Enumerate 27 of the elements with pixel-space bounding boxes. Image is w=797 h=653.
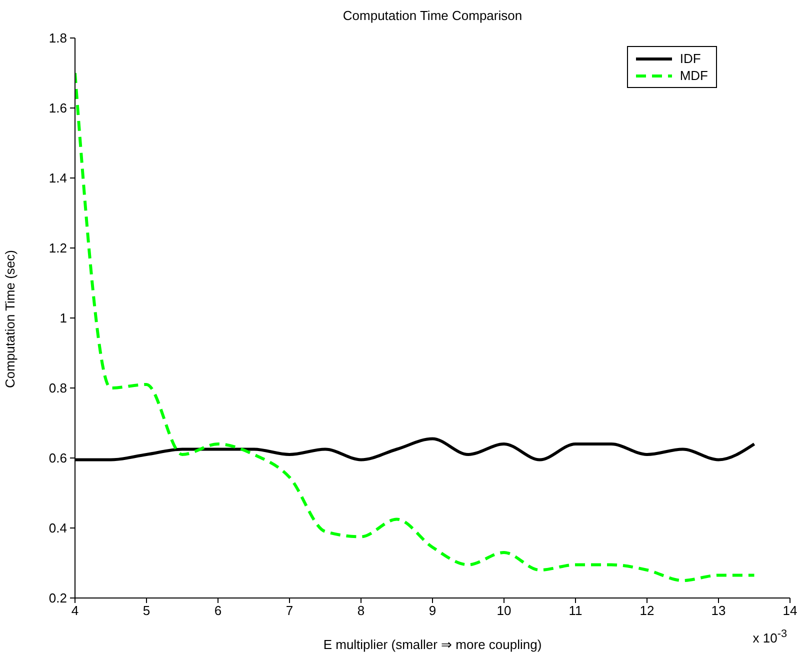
x-tick-label: 14 xyxy=(782,603,797,618)
y-tick-label: 0.6 xyxy=(48,450,67,466)
y-tick-label: 1.2 xyxy=(48,240,67,256)
y-axis-title: Computation Time (sec) xyxy=(2,250,18,388)
x-tick-label: 9 xyxy=(428,603,436,618)
x-tick-label: 12 xyxy=(640,603,654,618)
x-tick-label: 6 xyxy=(214,603,222,618)
text: x 10$^{-3}$ xyxy=(752,628,787,646)
y-tick-label: 1.4 xyxy=(48,170,67,186)
legend-label: IDF xyxy=(680,51,701,66)
y-tick-label: 0.4 xyxy=(48,520,67,536)
chart-title: Computation Time Comparison xyxy=(342,8,524,23)
line-series xyxy=(75,72,756,582)
x-tick-label: 13 xyxy=(711,603,726,618)
y-tick-label: 1 xyxy=(60,310,67,326)
x-tick-label: 8 xyxy=(357,603,365,618)
x-tick-label: 10 xyxy=(496,603,512,618)
y-tick-label: 0.8 xyxy=(48,380,67,396)
x-axis-title: E multiplier (smaller ⇒ more coupling) xyxy=(323,637,542,652)
y-tick-label: 1.8 xyxy=(48,30,67,46)
x-tick-label: 11 xyxy=(568,603,582,618)
x-tick-label: 4 xyxy=(71,603,79,618)
y-tick-label: 0.2 xyxy=(48,590,67,606)
legend-label: MDF xyxy=(680,68,708,83)
x-tick-label: 5 xyxy=(142,603,150,618)
y-tick-label: 1.6 xyxy=(48,100,67,116)
x-tick-label: 7 xyxy=(286,603,294,618)
